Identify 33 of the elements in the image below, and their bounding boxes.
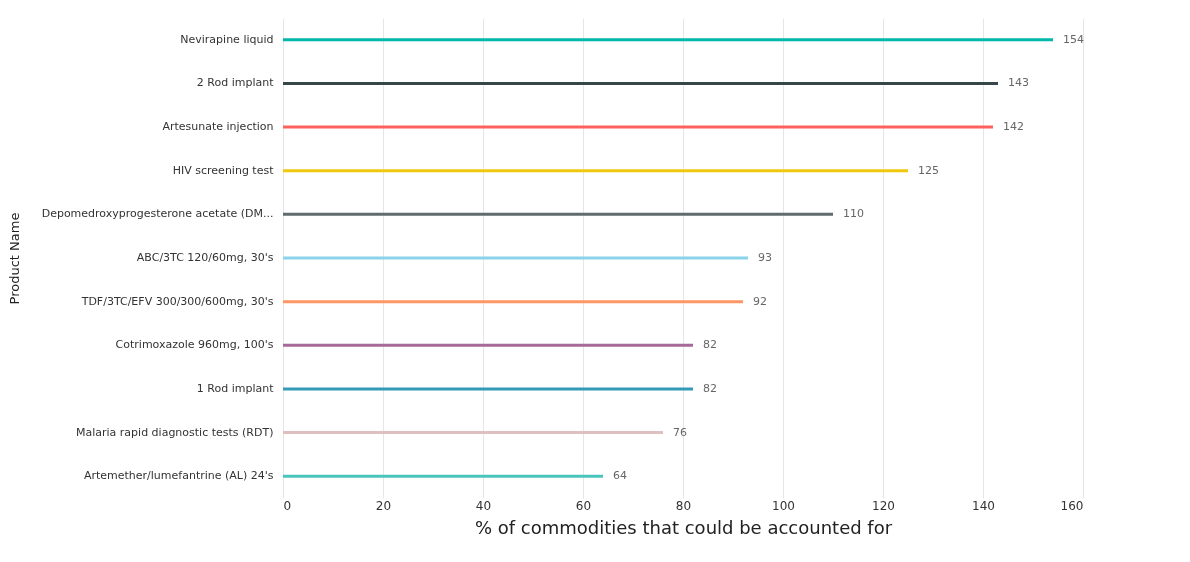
y-tick-label: Nevirapine liquid [180,32,274,46]
x-tick-label: 140 [972,498,995,513]
data-label: 110 [843,207,864,221]
data-label: 93 [758,251,772,264]
x-tick-label: 80 [675,498,692,513]
y-tick-label: Cotrimoxazole 960mg, 100's [115,338,274,352]
y-tick-label: HIV screening test [172,163,275,177]
data-label: 142 [1003,120,1024,134]
data-label: 76 [673,425,687,439]
y-tick-label: TDF/3TC/EFV 300/300/600mg, 30's [80,294,274,308]
data-label: 82 [703,381,717,395]
data-label: 64 [613,469,627,483]
y-tick-label: Malaria rapid diagnostic tests (RDT) [75,425,274,439]
data-label: 125 [918,163,939,177]
x-tick-label: 120 [872,498,895,513]
data-label: 82 [703,338,717,352]
x-tick-label: 160 [1060,498,1084,513]
x-tick-label: 40 [475,498,492,513]
data-label: 143 [1008,76,1029,90]
x-tick-label: 0 [283,498,292,513]
x-tick-label: 20 [375,498,392,513]
y-tick-label: 2 Rod implant [196,76,275,90]
data-label: 92 [753,294,767,308]
y-tick-label: Artesunate injection [162,120,274,134]
x-tick-label: 60 [575,498,592,513]
y-tick-label: 1 Rod implant [196,381,275,395]
y-tick-label: ABC/3TC 120/60mg, 30's [136,251,274,264]
y-tick-label: Artemether/lumefantrine (AL) 24's [83,469,274,483]
y-axis-title: Product Name [6,212,22,305]
x-tick-label: 100 [772,498,795,513]
data-label: 154 [1063,32,1084,46]
x-axis-title: % of commodities that could be accounted for [474,516,893,538]
y-tick-label: Depomedroxyprogesterone acetate (DM... [41,207,274,221]
